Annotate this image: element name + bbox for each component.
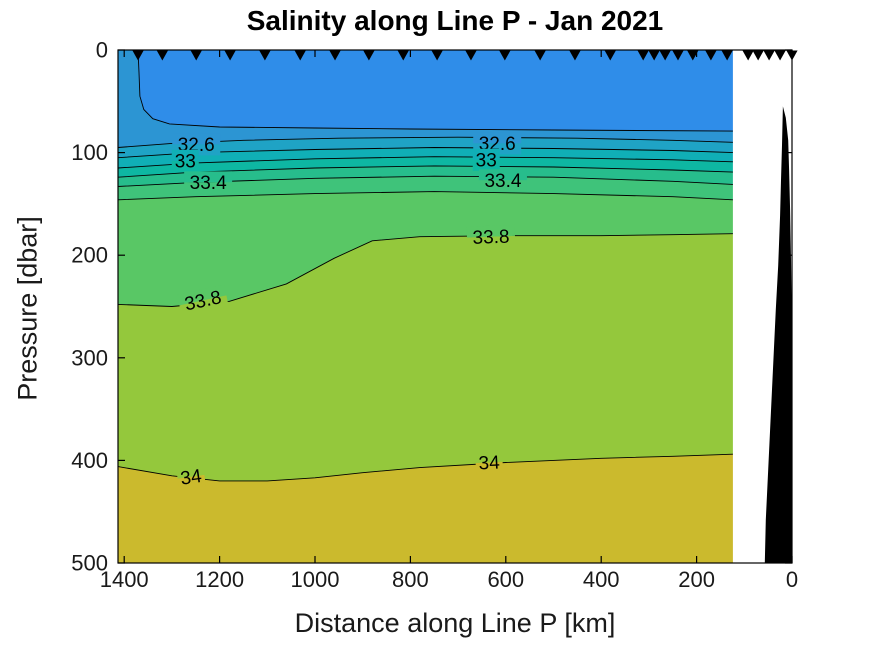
x-tick-label: 600 — [487, 567, 524, 592]
contour-line — [137, 49, 733, 132]
x-tick-label: 1200 — [195, 567, 244, 592]
contour-label: 33.4 — [478, 169, 527, 192]
contour-line — [117, 191, 733, 201]
salinity-bands — [118, 50, 733, 563]
station-marker-icon — [648, 50, 660, 61]
contour-label: 34 — [176, 464, 206, 490]
station-marker-icon — [752, 50, 764, 61]
salinity-band — [118, 156, 733, 178]
station-marker-icon — [659, 50, 671, 61]
station-marker-icon — [294, 50, 306, 61]
station-marker-icon — [329, 50, 341, 61]
x-tick-label: 1000 — [291, 567, 340, 592]
station-marker-icon — [774, 50, 786, 61]
y-tick-label: 300 — [71, 345, 108, 370]
station-marker-icon — [363, 50, 375, 61]
station-marker-icon — [499, 50, 511, 61]
salinity-band — [118, 233, 733, 481]
station-marker-icon — [397, 50, 409, 61]
contour-label: 33 — [472, 148, 500, 171]
station-marker-icon — [132, 50, 144, 61]
station-marker-icon — [763, 50, 775, 61]
axes-box — [117, 49, 793, 564]
station-marker-icon — [705, 50, 717, 61]
station-marker-icon — [431, 50, 443, 61]
station-marker-icon — [721, 50, 733, 61]
x-tick-label: 800 — [392, 567, 429, 592]
svg-text:34: 34 — [478, 452, 501, 474]
y-tick-label: 100 — [71, 140, 108, 165]
station-marker-icon — [259, 50, 271, 61]
contour-label: 34 — [475, 450, 504, 474]
salinity-band — [118, 191, 733, 307]
salinity-band — [118, 147, 733, 168]
svg-text:33: 33 — [175, 151, 196, 172]
station-marker-icon — [534, 50, 546, 61]
svg-text:33: 33 — [476, 150, 497, 171]
station-marker-icon — [687, 50, 699, 61]
station-marker-icon — [156, 50, 168, 61]
station-marker-icon — [190, 50, 202, 61]
plot-title: Salinity along Line P - Jan 2021 — [246, 5, 664, 36]
svg-text:33.4: 33.4 — [190, 173, 227, 194]
x-tick-label: 200 — [678, 567, 715, 592]
station-marker-icon — [224, 50, 236, 61]
station-marker-icon — [465, 50, 477, 61]
station-markers — [132, 50, 798, 61]
y-tick-label: 0 — [96, 38, 108, 63]
station-marker-icon — [672, 50, 684, 61]
x-tick-label: 400 — [583, 567, 620, 592]
svg-text:34: 34 — [179, 466, 203, 490]
x-axis-label: Distance along Line P [km] — [294, 608, 616, 638]
x-tick-label: 0 — [786, 567, 798, 592]
salinity-band — [118, 454, 733, 563]
salinity-band — [138, 50, 733, 132]
bathymetry-shape — [764, 106, 792, 564]
station-marker-icon — [637, 50, 649, 61]
contour-label: 33.8 — [466, 224, 516, 249]
y-tick-label: 500 — [71, 551, 108, 576]
contour-label: 33.4 — [184, 171, 233, 194]
contour-label: 33 — [171, 149, 199, 172]
x-tick-label: 1400 — [100, 567, 149, 592]
y-tick-label: 400 — [71, 448, 108, 473]
svg-text:33.8: 33.8 — [472, 227, 510, 249]
svg-text:33.4: 33.4 — [484, 171, 521, 192]
station-marker-icon — [742, 50, 754, 61]
y-tick-label: 200 — [71, 243, 108, 268]
station-marker-icon — [569, 50, 581, 61]
station-marker-icon — [604, 50, 616, 61]
